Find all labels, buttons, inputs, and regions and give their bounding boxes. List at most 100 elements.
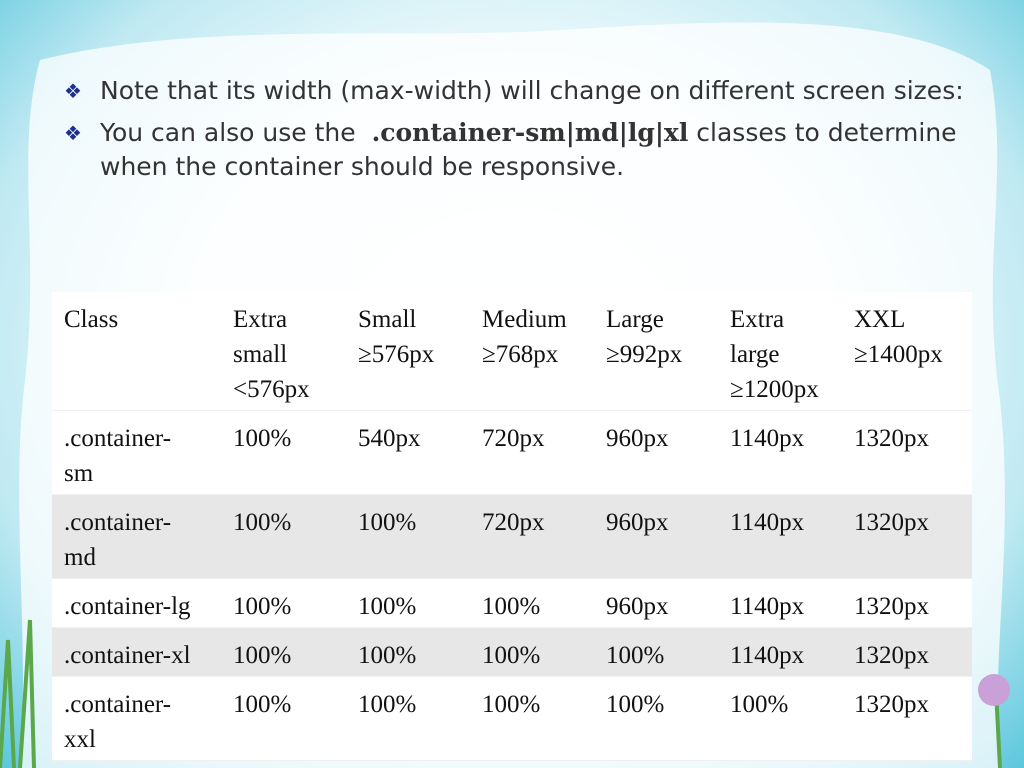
header-cell: Extra small <576px [233,302,310,407]
cell-text: 1320px [854,642,929,669]
table-cell: 100% [482,589,540,624]
cell-text: <576px [233,376,310,403]
cell-text: 540px [358,425,421,452]
cell-text: xxl [64,726,96,753]
bullet-text: You can also use the [100,118,356,147]
cell-text: Large [606,306,664,333]
cell-text: ≥576px [358,341,435,368]
table-cell: 100% [730,687,788,722]
table-cell: 1320px [854,687,929,722]
table-row: .container-xxl 100% 100% 100% 100% 100% 1320px [52,677,972,761]
cell-text: 100% [233,642,292,669]
header-cell: XXL ≥1400px [854,302,943,372]
cell-text: .container-lg [64,593,191,620]
table-cell: 1320px [854,589,929,624]
cell-text: 1140px [730,509,805,536]
cell-text: 100% [233,509,292,536]
table-cell: .container-lg [64,589,191,624]
cell-text: 960px [606,509,669,536]
cell-text: Small [358,306,417,333]
cell-text: large [730,341,780,368]
cell-text: Medium [482,306,567,333]
table-cell: 960px [606,505,669,540]
table-cell: 960px [606,589,669,624]
table-cell: 1140px [730,589,804,624]
cell-text: 100% [233,593,292,620]
table-cell: 100% [233,638,291,673]
header-row: Class Extra small <576px Small ≥576px Medium ≥7… [52,292,972,411]
table-cell: 1320px [854,421,929,456]
bullet-text: classes to determine when the container … [100,118,957,181]
table-cell: 1140px [730,505,804,540]
cell-text: Extra [730,306,785,333]
table-cell: 100% [606,687,664,722]
cell-text: sm [64,460,94,487]
cell-text: .container- [64,509,172,536]
table-cell: 720px [482,421,545,456]
table-cell: 100% [233,589,291,624]
header-cell: Medium ≥768px [482,302,567,372]
table-cell: .container-xxl [64,687,171,757]
cell-text: 720px [482,425,545,452]
cell-text: 720px [482,509,545,536]
cell-text: ≥768px [482,341,559,368]
bullet-icon: ❖ [64,121,82,145]
table-cell: 960px [606,421,669,456]
cell-text: 100% [730,691,789,718]
cell-text: ≥1400px [854,341,943,368]
cell-text: 1140px [730,425,805,452]
table-row: .container-sm 100% 540px 720px 960px 1140px 13… [52,411,972,495]
cell-text: ≥1200px [730,376,819,403]
flower [978,674,1010,706]
table-row: .container-lg 100% 100% 100% 960px 1140px 1320… [52,579,972,628]
table-cell: 100% [233,505,291,540]
table-cell: 100% [358,589,416,624]
table-cell: 540px [358,421,421,456]
cell-text: 100% [606,642,665,669]
cell-text: 1140px [730,642,805,669]
table-row: .container-xl 100% 100% 100% 100% 1140px 1320p… [52,628,972,677]
bullet-text: Note that its width (max-width) will cha… [100,76,964,105]
header-cell: Extra large ≥1200px [730,302,819,407]
table-cell: 100% [233,421,291,456]
table-cell: .container-xl [64,638,191,673]
cell-text: 1320px [854,691,929,718]
table-cell: 1140px [730,421,804,456]
table-cell: 1140px [730,638,804,673]
cell-text: md [64,544,96,571]
cell-text: 100% [606,691,665,718]
header-cell: Class [64,302,118,337]
cell-text: 960px [606,425,669,452]
table-cell: 100% [606,638,664,673]
table-row: .container-md 100% 100% 720px 960px 1140px 132… [52,495,972,579]
bullet-icon: ❖ [64,79,82,103]
cell-text: 1320px [854,593,929,620]
cell-text: .container- [64,691,172,718]
table-cell: .container-md [64,505,171,575]
table-cell: 100% [233,687,291,722]
table-cell: 100% [358,687,416,722]
bullet-list: ❖ Note that its width (max-width) will ch… [64,74,994,192]
cell-text: 100% [482,691,541,718]
cell-text: ≥992px [606,341,683,368]
header-cell: Small ≥576px [358,302,434,372]
table-cell: 1320px [854,505,929,540]
bullet: ❖ You can also use the .container-sm|md|l… [64,116,994,184]
cell-text: 100% [358,691,417,718]
table-cell: .container-sm [64,421,171,491]
table-cell: 100% [482,638,540,673]
cell-text: 100% [233,691,292,718]
header-cell: Large ≥992px [606,302,682,372]
table-cell: 100% [358,638,416,673]
table-cell: 100% [358,505,416,540]
table-cell: 720px [482,505,545,540]
table: Class Extra small <576px Small ≥576px Medium ≥7… [52,292,972,761]
cell-text: 100% [358,642,417,669]
cell-text: XXL [854,306,906,333]
bullet: ❖ Note that its width (max-width) will ch… [64,74,994,108]
cell-text: 1140px [730,593,805,620]
cell-text: 960px [606,593,669,620]
table-cell: 100% [482,687,540,722]
